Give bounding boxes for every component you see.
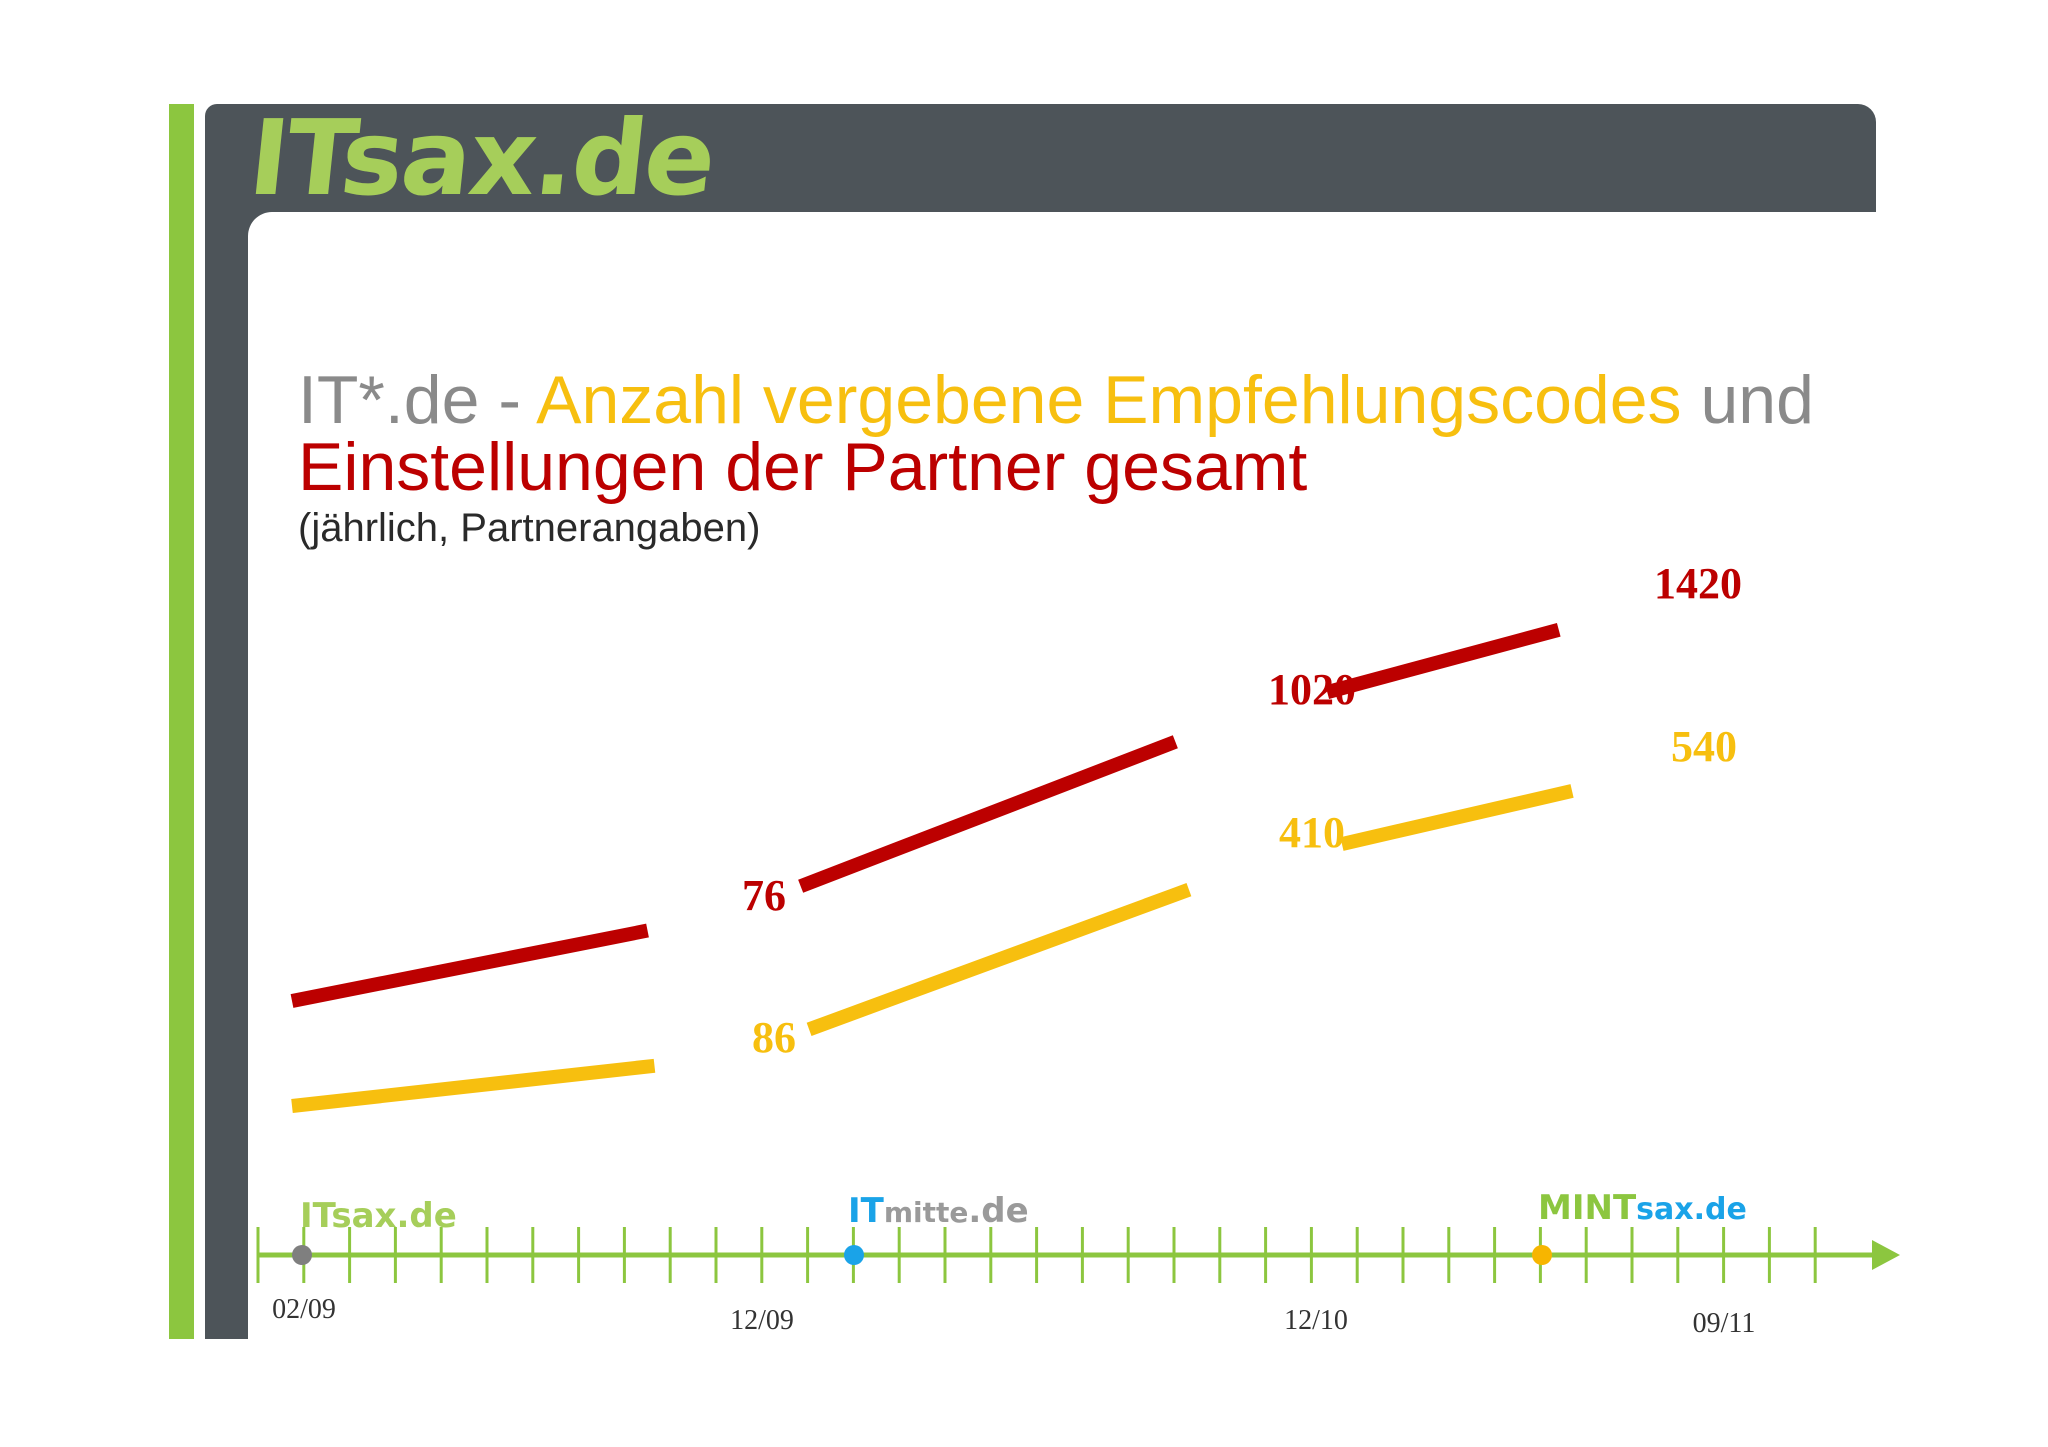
series-0-segment: [1325, 623, 1561, 699]
title-part-codes: Anzahl vergebene Empfehlungscodes: [536, 362, 1682, 438]
milestone-dot: [844, 1245, 864, 1265]
milestone-dot: [1532, 1245, 1552, 1265]
content-panel: [248, 212, 2048, 1447]
brand-mintsax: MINTsax.de: [1538, 1188, 1747, 1228]
series-0-segment: [290, 923, 649, 1008]
data-label: 410: [1279, 808, 1345, 857]
data-label: 1020: [1268, 665, 1356, 714]
data-label: 76: [742, 871, 786, 920]
accent-bar: [169, 104, 194, 1339]
chart-title: IT*.de - Anzahl vergebene Empfehlungscod…: [298, 366, 1938, 434]
series-1-segment: [291, 1058, 656, 1113]
milestone-dot: [292, 1245, 312, 1265]
chart-subtitle: (jährlich, Partnerangaben): [298, 506, 761, 550]
data-label: 86: [752, 1013, 796, 1062]
x-tick-label: 12/09: [730, 1305, 794, 1336]
brand-mintsax-mint: MINT: [1538, 1188, 1637, 1228]
axis-arrow-icon: [1872, 1240, 1900, 1270]
x-tick-label: 09/11: [1693, 1308, 1756, 1339]
x-tick-label: 02/09: [272, 1294, 336, 1325]
brand-mintsax-sax: sax.de: [1636, 1192, 1747, 1227]
brand-itmitte-de: .de: [968, 1191, 1028, 1231]
brand-itmitte-mitte: mitte: [884, 1196, 969, 1229]
data-label: 1420: [1654, 559, 1742, 608]
series-layer: 76 1020 1420 86 410 540: [290, 559, 1742, 1113]
data-label: 540: [1671, 722, 1737, 771]
series-0-segment: [798, 735, 1178, 893]
chart-title-line2: Einstellungen der Partner gesamt: [298, 429, 1308, 505]
series-1-segment: [806, 883, 1192, 1036]
brand-itsax: ITsax.de: [300, 1196, 457, 1236]
series-1-segment: [1340, 784, 1574, 851]
brand-itmitte: ITmitte.de: [848, 1191, 1029, 1231]
title-part-und: und: [1681, 362, 1814, 438]
x-tick-label: 12/10: [1284, 1305, 1348, 1336]
brand-itmitte-it: IT: [848, 1191, 885, 1231]
title-part-prefix: IT*.de -: [298, 362, 537, 438]
